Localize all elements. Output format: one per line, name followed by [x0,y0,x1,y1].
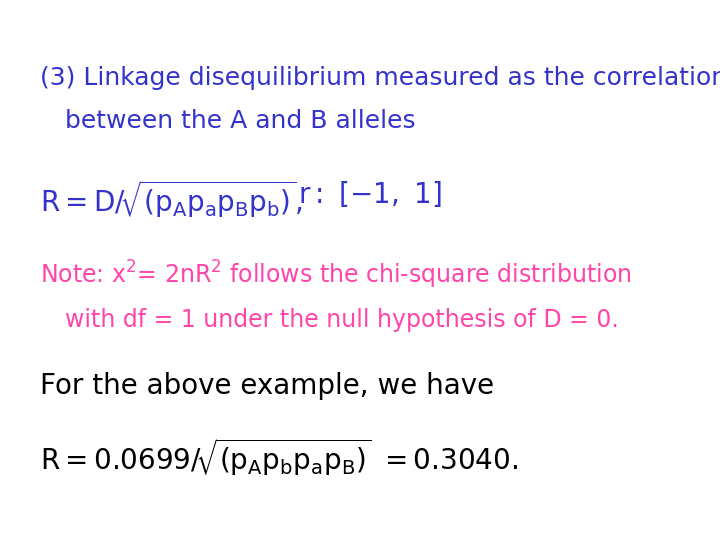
Text: with df = 1 under the null hypothesis of D = 0.: with df = 1 under the null hypothesis of… [65,308,618,332]
Text: $\mathrm{r:\ [-1,\ 1]}$: $\mathrm{r:\ [-1,\ 1]}$ [298,179,441,208]
Text: Note: $\mathrm{x^2}$= 2n$\mathrm{R^2}$ follows the chi-square distribution: Note: $\mathrm{x^2}$= 2n$\mathrm{R^2}$ f… [40,259,631,292]
Text: $\mathrm{R = D/\!\sqrt{(p_A p_a p_B p_b)},}$: $\mathrm{R = D/\!\sqrt{(p_A p_a p_B p_b)… [40,179,302,220]
Text: For the above example, we have: For the above example, we have [40,372,494,400]
Text: $\mathrm{R = 0.0699/\!\sqrt{(p_A p_b p_a p_B)}\ = 0.3040.}$: $\mathrm{R = 0.0699/\!\sqrt{(p_A p_b p_a… [40,436,518,478]
Text: between the A and B alleles: between the A and B alleles [65,109,415,133]
Text: (3) Linkage disequilibrium measured as the correlation: (3) Linkage disequilibrium measured as t… [40,66,720,90]
